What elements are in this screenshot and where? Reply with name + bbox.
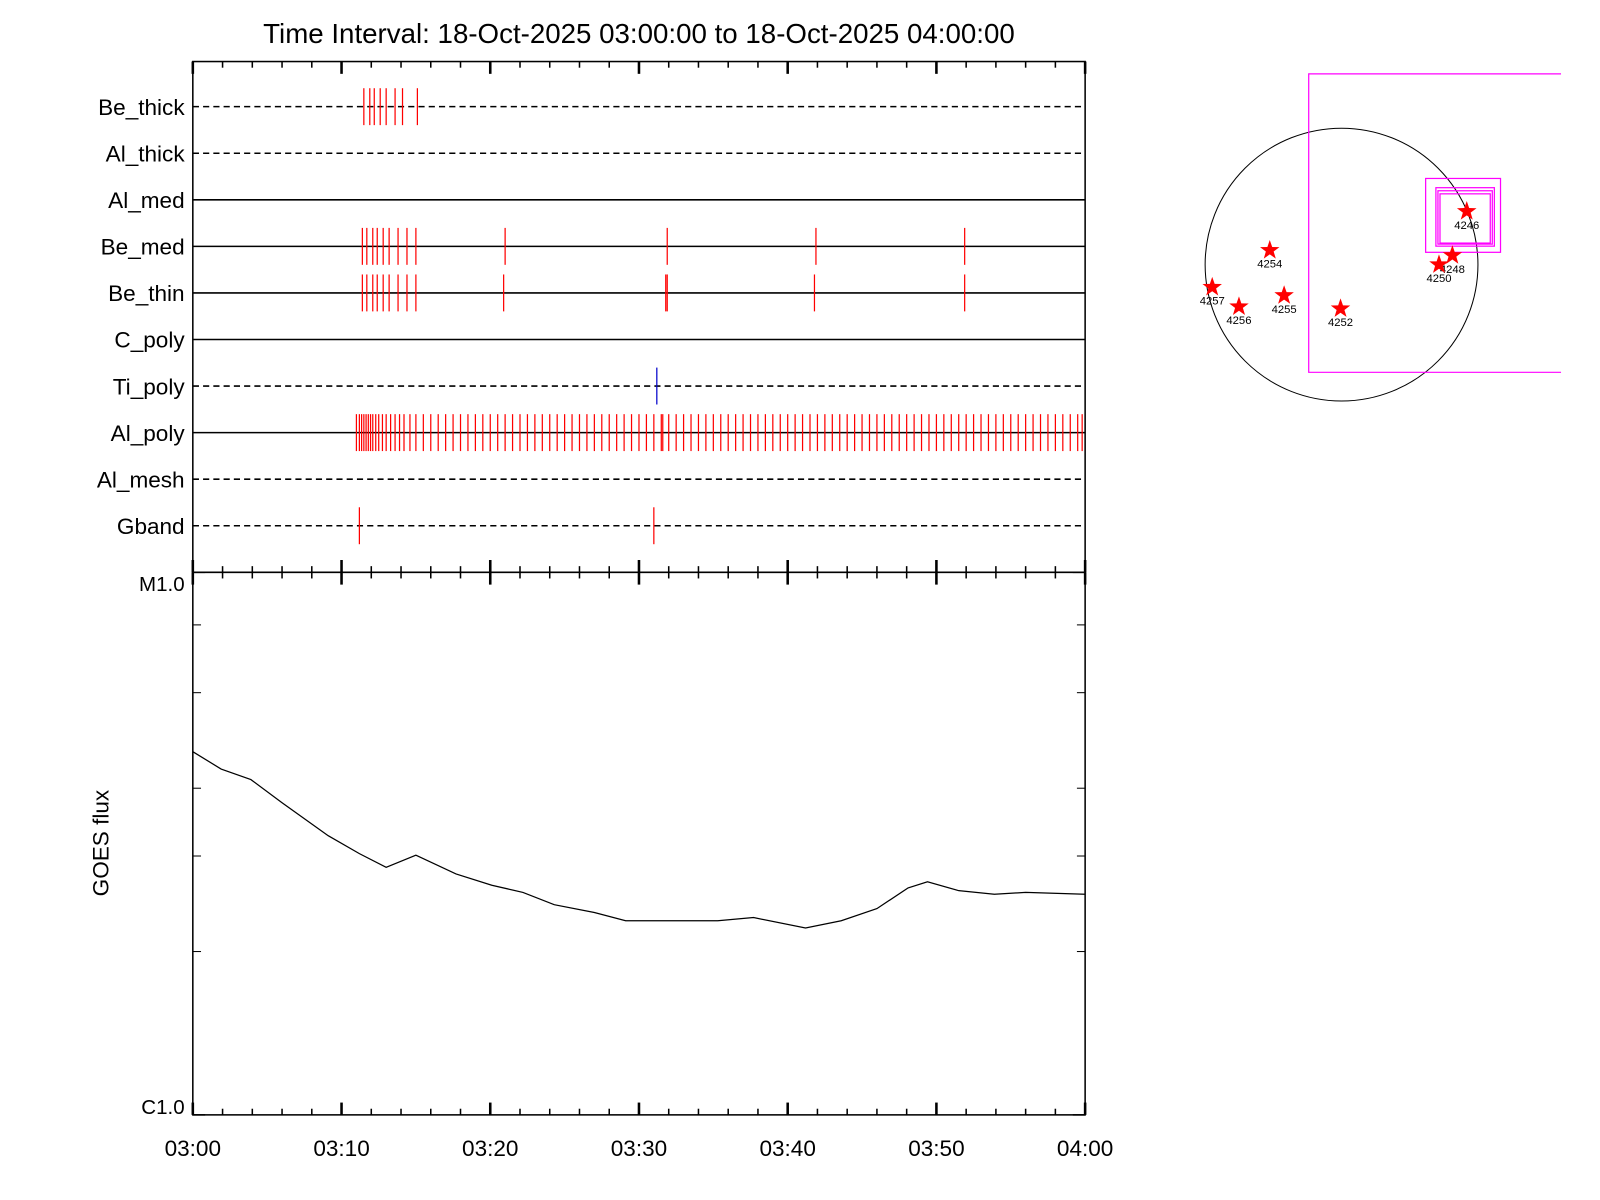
filter-label: Al_thick xyxy=(106,141,186,166)
x-tick-label: 03:30 xyxy=(611,1136,667,1161)
y-tick-label: M1.0 xyxy=(139,573,185,596)
active-region-label: 4252 xyxy=(1328,317,1353,329)
active-region-label: 4250 xyxy=(1426,273,1451,285)
active-region-star xyxy=(1456,201,1477,220)
filter-label: Be_thin xyxy=(108,281,184,306)
filter-label: Be_med xyxy=(101,235,185,260)
active-region-star xyxy=(1274,285,1294,304)
active-region-label: 4257 xyxy=(1200,296,1225,308)
goes-flux-line xyxy=(192,751,1086,929)
active-region-label: 4254 xyxy=(1257,259,1282,271)
filter-label: Al_med xyxy=(108,188,184,213)
x-tick-label: 04:00 xyxy=(1057,1136,1113,1161)
event-frame xyxy=(192,60,1086,574)
x-tick-label: 03:40 xyxy=(759,1136,815,1161)
sun-map xyxy=(1204,73,1562,402)
active-region-star xyxy=(1202,276,1222,296)
filter-label: Ti_poly xyxy=(113,374,186,399)
goes-frame xyxy=(192,571,1086,1116)
active-region-label: 4246 xyxy=(1454,220,1479,232)
active-region-label: 4256 xyxy=(1226,315,1251,327)
filter-label: C_poly xyxy=(114,328,185,353)
active-region-label: 4248 xyxy=(1440,264,1465,276)
active-region-label: 4255 xyxy=(1272,304,1297,316)
solar-limb xyxy=(1204,127,1479,402)
y-tick-label: C1.0 xyxy=(141,1096,184,1119)
filter-label: Al_poly xyxy=(111,421,186,446)
active-region-star xyxy=(1330,298,1351,317)
fov-box xyxy=(1435,187,1495,247)
fov-box xyxy=(1437,190,1493,245)
fov-box xyxy=(1308,73,1562,373)
active-region-star xyxy=(1442,245,1463,264)
filter-label: Al_mesh xyxy=(97,467,185,492)
filter-label: Gband xyxy=(117,514,185,539)
x-tick-label: 03:10 xyxy=(313,1136,369,1161)
x-tick-label: 03:50 xyxy=(908,1136,964,1161)
y-axis-label: GOES flux xyxy=(89,789,114,896)
x-tick-label: 03:00 xyxy=(165,1136,221,1161)
x-tick-label: 03:20 xyxy=(462,1136,518,1161)
fov-box xyxy=(1425,177,1502,253)
active-region-star xyxy=(1429,254,1449,273)
fov-box xyxy=(1439,193,1491,244)
active-region-star xyxy=(1260,240,1280,259)
chart-title: Time Interval: 18-Oct-2025 03:00:00 to 1… xyxy=(263,18,1015,49)
filter-label: Be_thick xyxy=(98,95,185,120)
active-region-star xyxy=(1229,296,1249,315)
